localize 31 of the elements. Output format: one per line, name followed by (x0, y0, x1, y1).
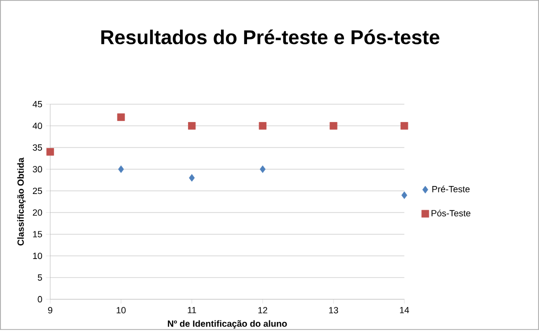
point (188, 122, 196, 130)
legend-label: Pré-Teste (432, 186, 470, 192)
point (118, 165, 124, 174)
chart-title: Resultados do Pré-teste e Pós-teste (101, 30, 440, 44)
y-tick-label: 10 (33, 252, 42, 260)
y-tick-label: 25 (32, 188, 42, 194)
y-tick-label: 35 (32, 144, 42, 151)
x-tick-label: 13 (329, 307, 338, 314)
legend-label: Pós-Teste (432, 210, 470, 216)
point (400, 122, 408, 130)
y-tick-label: 15 (33, 231, 42, 238)
point (260, 165, 266, 174)
x-tick-label: 14 (400, 307, 410, 314)
y-tick-label: 45 (32, 101, 42, 108)
point (401, 191, 408, 200)
x-tick-label: 10 (116, 307, 126, 314)
point (117, 113, 125, 122)
x-tick-label: 11 (188, 307, 196, 314)
y-tick-label: 40 (32, 122, 42, 130)
x-axis-title: Nº de Identificação do aluno (168, 320, 287, 329)
x-tick-label: 12 (258, 307, 268, 314)
y-tick-label: 20 (32, 209, 42, 216)
x-tick-label: 9 (48, 307, 52, 314)
point (258, 122, 266, 130)
point (330, 122, 338, 130)
y-axis-title: Classificação Obtida (17, 158, 26, 246)
point (188, 174, 195, 182)
y-tick-label: 30 (32, 166, 42, 172)
y-tick-label: 0 (38, 296, 42, 302)
y-tick-label: 5 (38, 274, 42, 281)
point (46, 148, 54, 156)
